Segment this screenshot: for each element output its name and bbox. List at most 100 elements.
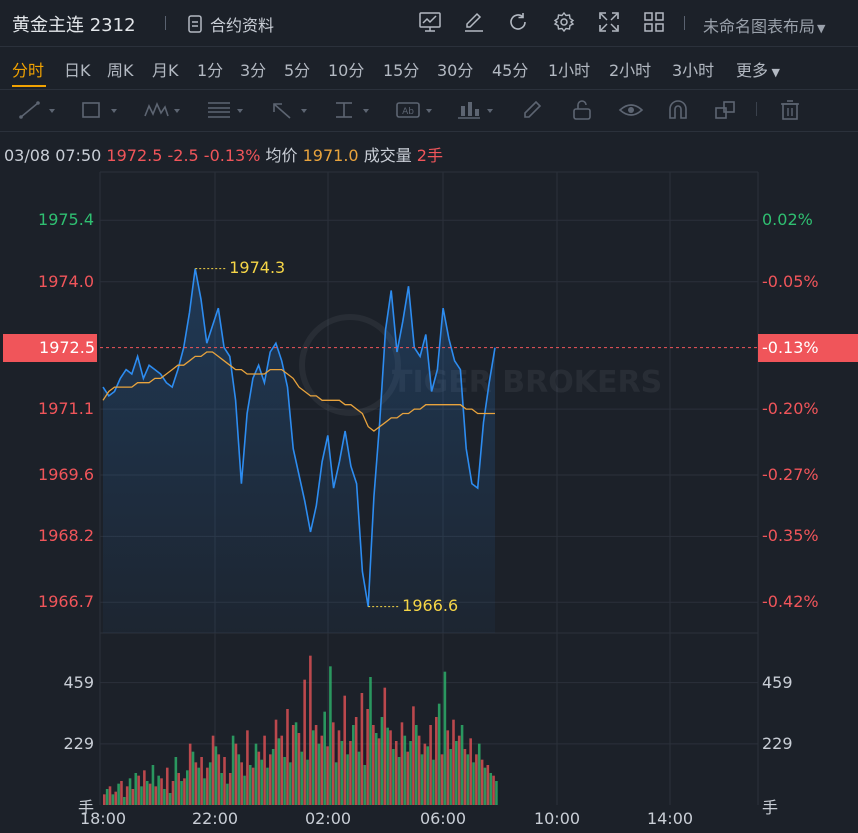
volume-bar-down	[125, 786, 129, 805]
price-area	[103, 268, 495, 633]
avg-price-value: 1971.0	[302, 146, 359, 165]
volume-bar-down	[183, 778, 186, 805]
volume-bar-down	[228, 773, 232, 805]
pencil-icon[interactable]	[522, 98, 546, 122]
chart-area-icon[interactable]	[418, 10, 442, 34]
volume-bar-down	[148, 783, 152, 805]
y-tick-label-left: 1975.4	[38, 210, 94, 230]
price-range-icon[interactable]	[332, 98, 372, 122]
volume-bar-up	[409, 741, 412, 805]
edit-icon[interactable]	[462, 10, 486, 34]
drawing-toolbar: Ab	[0, 89, 858, 132]
volume-bar-down	[177, 773, 180, 805]
x-tick-label: 02:00	[304, 809, 352, 828]
volume-bar-up	[203, 778, 206, 805]
fibonacci-icon[interactable]	[206, 98, 246, 122]
volume-bar-down	[475, 754, 478, 805]
fullscreen-icon[interactable]	[597, 10, 621, 34]
volume-tick-label-right: 229	[762, 733, 793, 753]
volume-bar-down	[423, 743, 427, 805]
layout-selector[interactable]: 未命名图表布局 ▼	[703, 13, 825, 37]
timeframe-tab[interactable]: 5分	[284, 61, 311, 80]
volume-bar-down	[108, 786, 112, 805]
timeframe-tab[interactable]: 3小时	[672, 61, 715, 80]
volume-tick-label-right: 459	[762, 672, 793, 692]
volume-bar-up	[243, 775, 246, 805]
volume-bar-down	[435, 717, 438, 805]
volume-bar-up	[437, 703, 441, 805]
volume-bar-down	[360, 693, 364, 805]
eye-icon[interactable]	[618, 98, 644, 122]
volume-bar-down	[154, 786, 158, 805]
symbol-title[interactable]: 黄金主连 2312	[12, 15, 136, 36]
volume-bar-up	[226, 783, 229, 805]
x-tick-label: 10:00	[533, 809, 581, 828]
volume-bar-up	[489, 773, 492, 805]
pattern-icon[interactable]	[143, 98, 183, 122]
y-tick-label-left: 1966.7	[38, 592, 94, 612]
timeframe-tab[interactable]: 1分	[197, 61, 224, 80]
timeframe-tab[interactable]: 45分	[492, 61, 529, 80]
volume-bar-down	[372, 725, 375, 805]
arrow-icon[interactable]	[270, 98, 310, 122]
volume-bar-down	[389, 730, 392, 805]
timeframe-tab[interactable]: 月K	[152, 61, 179, 80]
volume-bar-down	[263, 735, 266, 805]
volume-bar-down	[286, 709, 289, 805]
measure-icon[interactable]	[456, 98, 496, 122]
timeframe-bar: 分时 日K 周K 月K 1分 3分 5分 10分 15分 30分 45分 1小时 2小时 3小时 更多 ▼	[0, 46, 858, 90]
lock-icon[interactable]	[570, 98, 594, 122]
settings-icon[interactable]	[552, 10, 576, 34]
timeframe-tab[interactable]: 10分	[328, 61, 365, 80]
timeframe-tab[interactable]: 15分	[383, 61, 420, 80]
timeframe-tab[interactable]: 日K	[64, 61, 91, 80]
volume-bar-up	[369, 677, 372, 805]
contract-info-button[interactable]: 合约资料	[188, 12, 274, 36]
y-tick-label-right: -0.20%	[762, 399, 819, 419]
volume-bar-down	[440, 754, 444, 805]
volume-bar-up	[403, 735, 407, 805]
volume-bar-down	[406, 751, 409, 805]
timeframe-tab[interactable]: 周K	[107, 61, 134, 80]
volume-unit-label-right: 手	[762, 798, 779, 817]
low-marker-label: 1966.6	[402, 595, 459, 615]
timeframe-tab[interactable]: 3分	[240, 61, 267, 80]
more-dropdown-icon: ▼	[768, 66, 780, 79]
trend-line-icon[interactable]	[18, 98, 58, 122]
timeframe-tab[interactable]: 1小时	[548, 61, 591, 80]
timeframe-tab[interactable]: 分时	[12, 61, 45, 80]
volume-bar-up	[380, 717, 384, 805]
volume-bar-down	[246, 730, 249, 805]
layers-icon[interactable]	[714, 98, 738, 122]
volume-bar-down	[366, 709, 369, 805]
text-icon[interactable]: Ab	[395, 98, 435, 122]
timeframe-tab[interactable]: 2小时	[609, 61, 652, 80]
volume-bar-up	[477, 743, 481, 805]
volume-bar-down	[343, 695, 347, 805]
volume-bar-up	[352, 725, 355, 805]
datetime: 03/08 07:50	[4, 146, 102, 165]
refresh-icon[interactable]	[506, 10, 530, 34]
y-tick-label-left: 1974.0	[38, 271, 94, 291]
volume-bar-up	[271, 749, 275, 805]
timeframe-tab[interactable]: 更多 ▼	[736, 61, 780, 80]
volume-bar-down	[206, 767, 209, 805]
volume-bar-down	[463, 749, 467, 805]
x-tick-label: 18:00	[79, 809, 127, 828]
volume-bar-up	[329, 666, 332, 805]
timeframe-tab[interactable]: 30分	[437, 61, 474, 80]
volume-bar-down	[303, 679, 306, 805]
grid-layout-icon[interactable]	[642, 10, 666, 34]
trash-icon[interactable]	[778, 98, 802, 122]
dropdown-icon: ▼	[817, 22, 826, 35]
svg-text:Ab: Ab	[402, 107, 414, 117]
volume-bar-up	[426, 746, 430, 805]
rectangle-icon[interactable]	[80, 98, 120, 122]
volume-bar-up	[455, 741, 458, 805]
magnet-icon[interactable]	[666, 98, 690, 122]
volume-bar-up	[254, 743, 258, 805]
price-change-pct: -0.13%	[203, 146, 261, 165]
high-marker-label: 1974.3	[229, 257, 286, 277]
volume-bar-up	[449, 749, 452, 805]
